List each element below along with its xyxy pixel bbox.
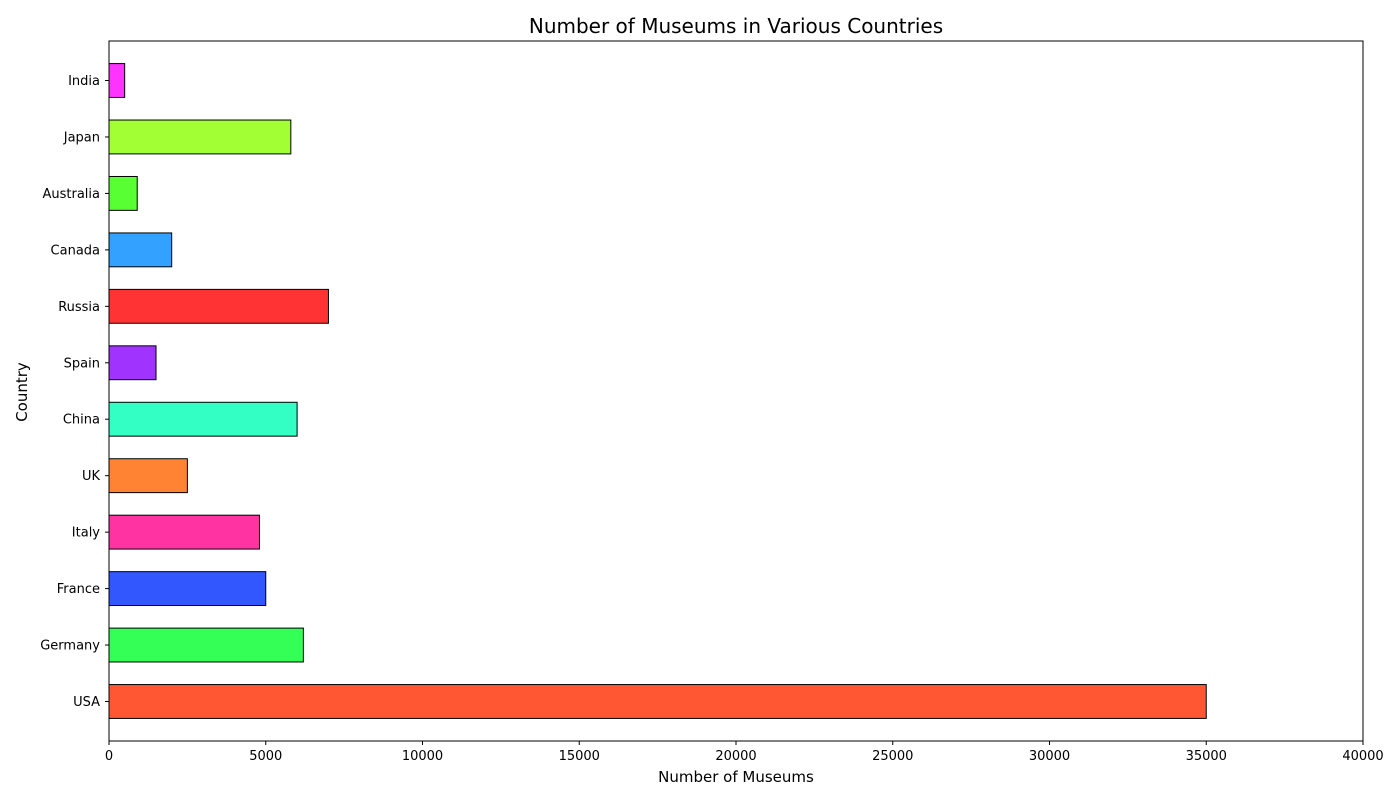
bar-australia [108, 175, 138, 211]
y-tick-label: Italy [72, 526, 101, 541]
x-tick-label: 25000 [872, 749, 913, 764]
bar-france [108, 571, 267, 607]
bar-japan [108, 119, 292, 155]
y-tick-label: India [68, 74, 100, 89]
bar-china [108, 401, 298, 437]
y-tick-label: Spain [64, 356, 100, 371]
bar-spain [108, 345, 157, 381]
y-tick-label: Canada [51, 243, 100, 258]
y-tick-label: Japan [63, 130, 100, 145]
x-tick-label: 30000 [1029, 749, 1070, 764]
y-tick-label: UK [82, 469, 101, 484]
ticks-layer: USA Germany France Italy UK China Spain Russia C… [40, 74, 1383, 764]
x-tick-label: 40000 [1342, 749, 1383, 764]
x-tick-label: 15000 [559, 749, 600, 764]
y-tick-label: China [63, 413, 100, 428]
bar-russia [108, 288, 329, 324]
bar-uk [108, 458, 188, 494]
x-axis-label: Number of Museums [658, 768, 814, 786]
x-tick-label: 0 [105, 749, 113, 764]
bar-india [108, 63, 126, 98]
x-tick-label: 10000 [402, 749, 443, 764]
y-tick-label: France [57, 582, 100, 597]
bar-canada [108, 232, 173, 268]
y-tick-label: Germany [40, 639, 100, 654]
plot-frame [108, 40, 1364, 742]
x-tick-label: 35000 [1186, 749, 1227, 764]
bar-usa [108, 684, 1207, 719]
x-tick-label: 5000 [249, 749, 282, 764]
x-tick-label: 20000 [715, 749, 756, 764]
y-tick-label: Australia [42, 187, 100, 202]
bar-italy [108, 514, 260, 550]
y-axis-label: Country [13, 362, 31, 422]
bar-germany [108, 627, 304, 663]
y-tick-label: Russia [58, 300, 100, 315]
bars-layer [108, 63, 1207, 719]
chart-title: Number of Museums in Various Countries [529, 14, 943, 38]
y-tick-label: USA [73, 695, 100, 710]
